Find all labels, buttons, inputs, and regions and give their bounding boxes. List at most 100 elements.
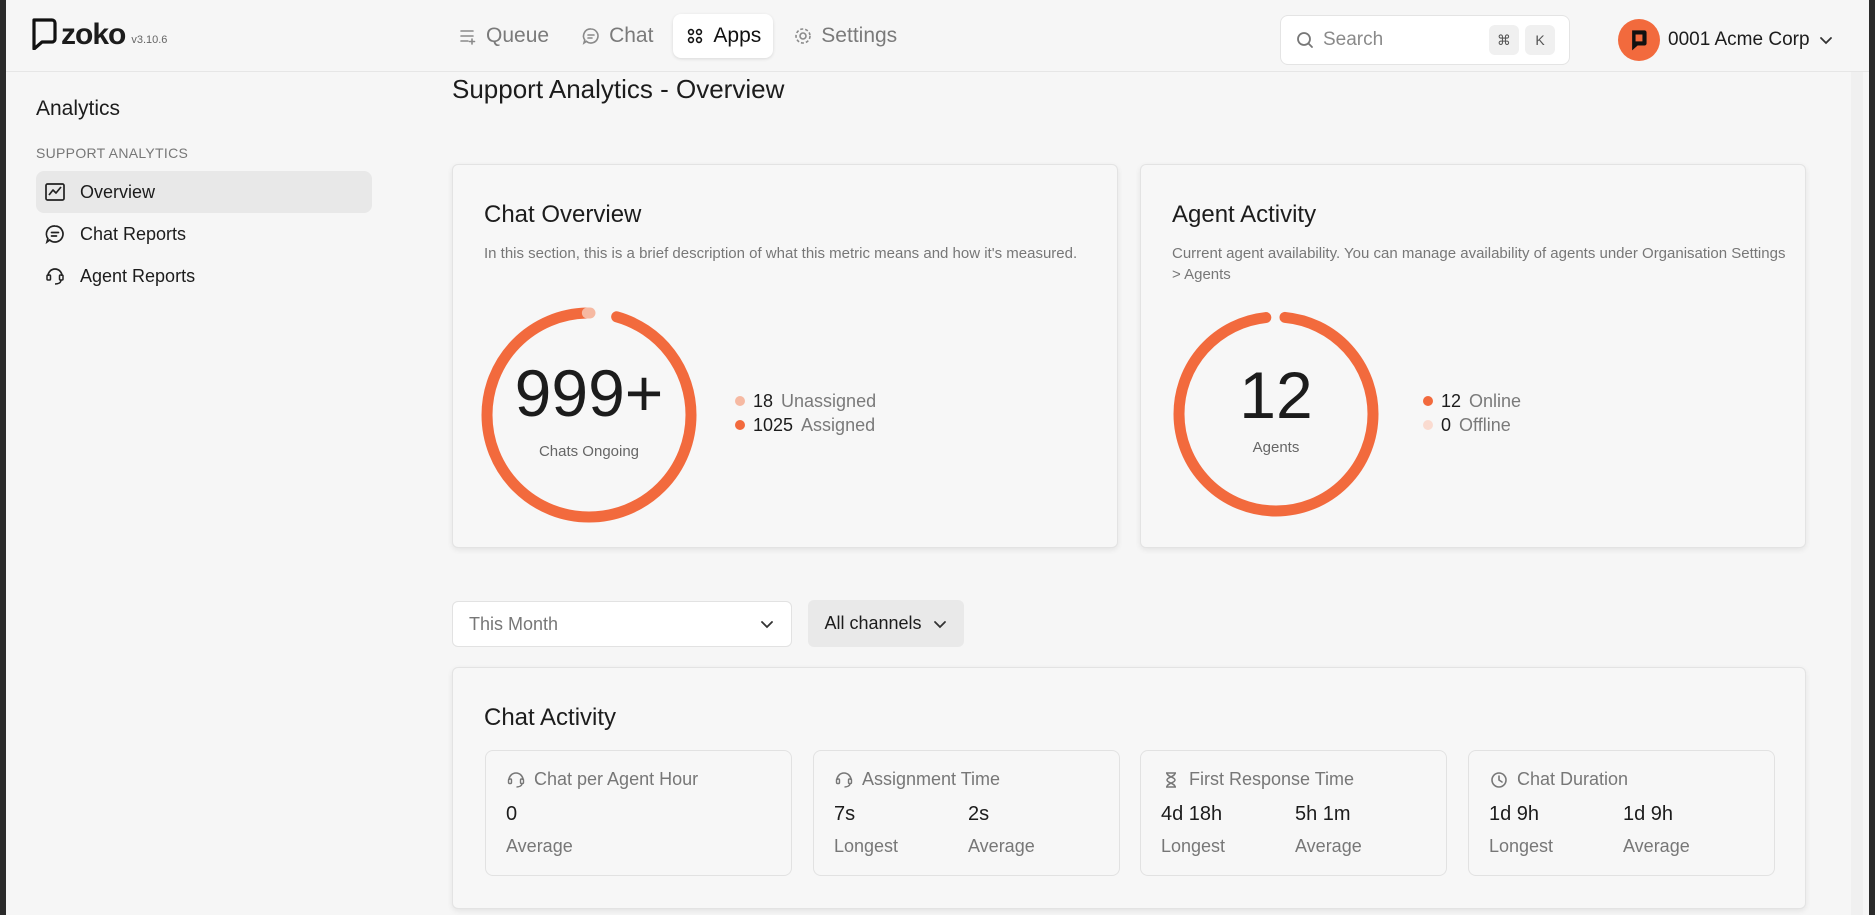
metric-value: 2s: [968, 803, 990, 825]
nav-chat-label: Chat: [609, 24, 654, 47]
main-nav: Queue Chat Apps Settings: [446, 14, 909, 58]
legend-dot: [735, 420, 745, 430]
chats-ongoing-value: 999+: [514, 356, 664, 430]
chevron-down-icon: [1819, 37, 1832, 45]
sidebar-list: Overview Chat Reports Agent Reports: [36, 171, 372, 297]
sidebar-item-label: Agent Reports: [80, 265, 196, 286]
account-logo-icon: [1632, 30, 1647, 51]
metric-title: Chat Duration: [1517, 769, 1629, 789]
metric-label: Average: [968, 836, 1035, 856]
zoko-logo-icon: [32, 18, 57, 50]
legend-value: 12: [1441, 390, 1462, 411]
sidebar-item-overview[interactable]: Overview: [36, 171, 372, 213]
legend-label: Assigned: [801, 414, 876, 435]
chat-icon: [582, 28, 599, 45]
metric-header: Chat per Agent Hour: [506, 769, 698, 790]
hourglass-icon: [1166, 771, 1176, 788]
legend-value: 0: [1441, 414, 1452, 435]
agent-activity-legend: 12 Online 0 Offline: [1423, 389, 1521, 437]
sidebar-section-label: SUPPORT ANALYTICS: [36, 145, 189, 161]
nav-queue[interactable]: Queue: [446, 14, 561, 58]
agent-icon: [46, 268, 64, 285]
legend-item-assigned: 1025 Assigned: [735, 413, 876, 437]
metric-column: 1d 9h Average: [1623, 803, 1690, 857]
app-version: v3.10.6: [131, 34, 168, 46]
period-select[interactable]: This Month: [452, 601, 792, 647]
agents-label: Agents: [1252, 439, 1300, 456]
sidebar-item-chat-reports[interactable]: Chat Reports: [36, 213, 372, 255]
donut-chart: [1173, 311, 1379, 517]
metric-header: Chat Duration: [1489, 769, 1628, 790]
channels-dropdown[interactable]: All channels: [808, 600, 964, 647]
card-title: Chat Activity: [484, 704, 617, 731]
period-select-value: This Month: [469, 613, 559, 634]
sidebar-title: Analytics: [36, 97, 121, 120]
page-title: Support Analytics - Overview: [452, 74, 785, 104]
legend-item-offline: 0 Offline: [1423, 413, 1521, 437]
avatar: [1618, 19, 1660, 61]
metric-title: Chat per Agent Hour: [534, 769, 699, 789]
metric-first-response-time: First Response Time 4d 18h Longest 5h 1m…: [1140, 750, 1447, 876]
legend-dot: [1423, 396, 1433, 406]
search-placeholder: Search: [1323, 29, 1384, 50]
legend-value: 18: [753, 390, 774, 411]
metric-column: 7s Longest: [834, 803, 898, 857]
chart-line-icon: [45, 183, 65, 201]
search-icon: [1297, 32, 1313, 48]
metric-column: 0 Average: [506, 803, 573, 857]
clock-icon: [1491, 771, 1507, 788]
chevron-down-icon: [933, 620, 946, 628]
metric-header: Assignment Time: [834, 769, 1000, 790]
metric-column: 5h 1m Average: [1295, 803, 1362, 857]
metric-title: Assignment Time: [862, 769, 1001, 789]
chevron-down-icon: [761, 621, 773, 629]
brand-name: zoko: [61, 18, 126, 51]
metric-label: Longest: [1489, 836, 1554, 856]
sidebar-item-agent-reports[interactable]: Agent Reports: [36, 255, 372, 297]
shortcut-key-cmd: ⌘: [1489, 25, 1519, 55]
metric-column: 1d 9h Longest: [1489, 803, 1553, 857]
legend-dot: [735, 396, 745, 406]
sidebar-item-label: Chat Reports: [80, 223, 187, 244]
scrollbar[interactable]: [1851, 72, 1863, 915]
metric-chat-duration: Chat Duration 1d 9h Longest 1d 9h Averag…: [1468, 750, 1775, 876]
logo[interactable]: zoko v3.10.6: [31, 18, 167, 50]
metric-value: 0: [506, 803, 518, 825]
chat-activity-card: Chat Activity Chat per Agent Hour 0 Aver…: [452, 667, 1806, 909]
card-description: In this section, this is a brief descrip…: [484, 245, 1078, 262]
queue-icon: [460, 30, 476, 45]
legend-label: Online: [1469, 390, 1522, 411]
legend-item-unassigned: 18 Unassigned: [735, 389, 876, 413]
chat-overview-card: Chat Overview In this section, this is a…: [452, 164, 1118, 548]
metric-label: Average: [1623, 836, 1690, 856]
chats-ongoing-ring: 999+ Chats Ongoing: [479, 305, 699, 525]
agent-activity-card: Agent Activity Current agent availabilit…: [1140, 164, 1806, 548]
donut-chart: [481, 307, 697, 523]
account-switcher[interactable]: 0001 Acme Corp: [1618, 19, 1834, 61]
metric-header: First Response Time: [1161, 769, 1354, 790]
sidebar-item-label: Overview: [80, 181, 156, 202]
metric-assignment-time: Assignment Time 7s Longest 2s Average: [813, 750, 1120, 876]
agents-value: 12: [1239, 358, 1313, 432]
nav-chat[interactable]: Chat: [569, 14, 665, 58]
nav-apps-label: Apps: [713, 24, 762, 47]
legend-label: Unassigned: [781, 390, 877, 411]
search-input[interactable]: Search ⌘ K: [1280, 15, 1570, 65]
gear-icon: [795, 28, 812, 44]
shortcut-key-k: K: [1525, 25, 1555, 55]
metric-label: Longest: [834, 836, 899, 856]
metric-label: Average: [1295, 836, 1362, 856]
metric-chat-per-agent-hour: Chat per Agent Hour 0 Average: [485, 750, 792, 876]
metric-column: 2s Average: [968, 803, 1035, 857]
top-bar: zoko v3.10.6 Queue Chat Apps Settings: [6, 0, 1869, 72]
assignment-icon: [835, 771, 853, 788]
metric-label: Longest: [1161, 836, 1226, 856]
nav-apps[interactable]: Apps: [673, 14, 774, 58]
nav-settings[interactable]: Settings: [781, 14, 909, 58]
card-description: Current agent availability. You can mana…: [1172, 245, 1786, 283]
sidebar: Analytics SUPPORT ANALYTICS Overview Cha…: [36, 72, 372, 297]
chat-report-icon: [45, 225, 64, 245]
legend-value: 1025: [753, 414, 794, 435]
metric-value: 1d 9h: [1623, 803, 1674, 825]
